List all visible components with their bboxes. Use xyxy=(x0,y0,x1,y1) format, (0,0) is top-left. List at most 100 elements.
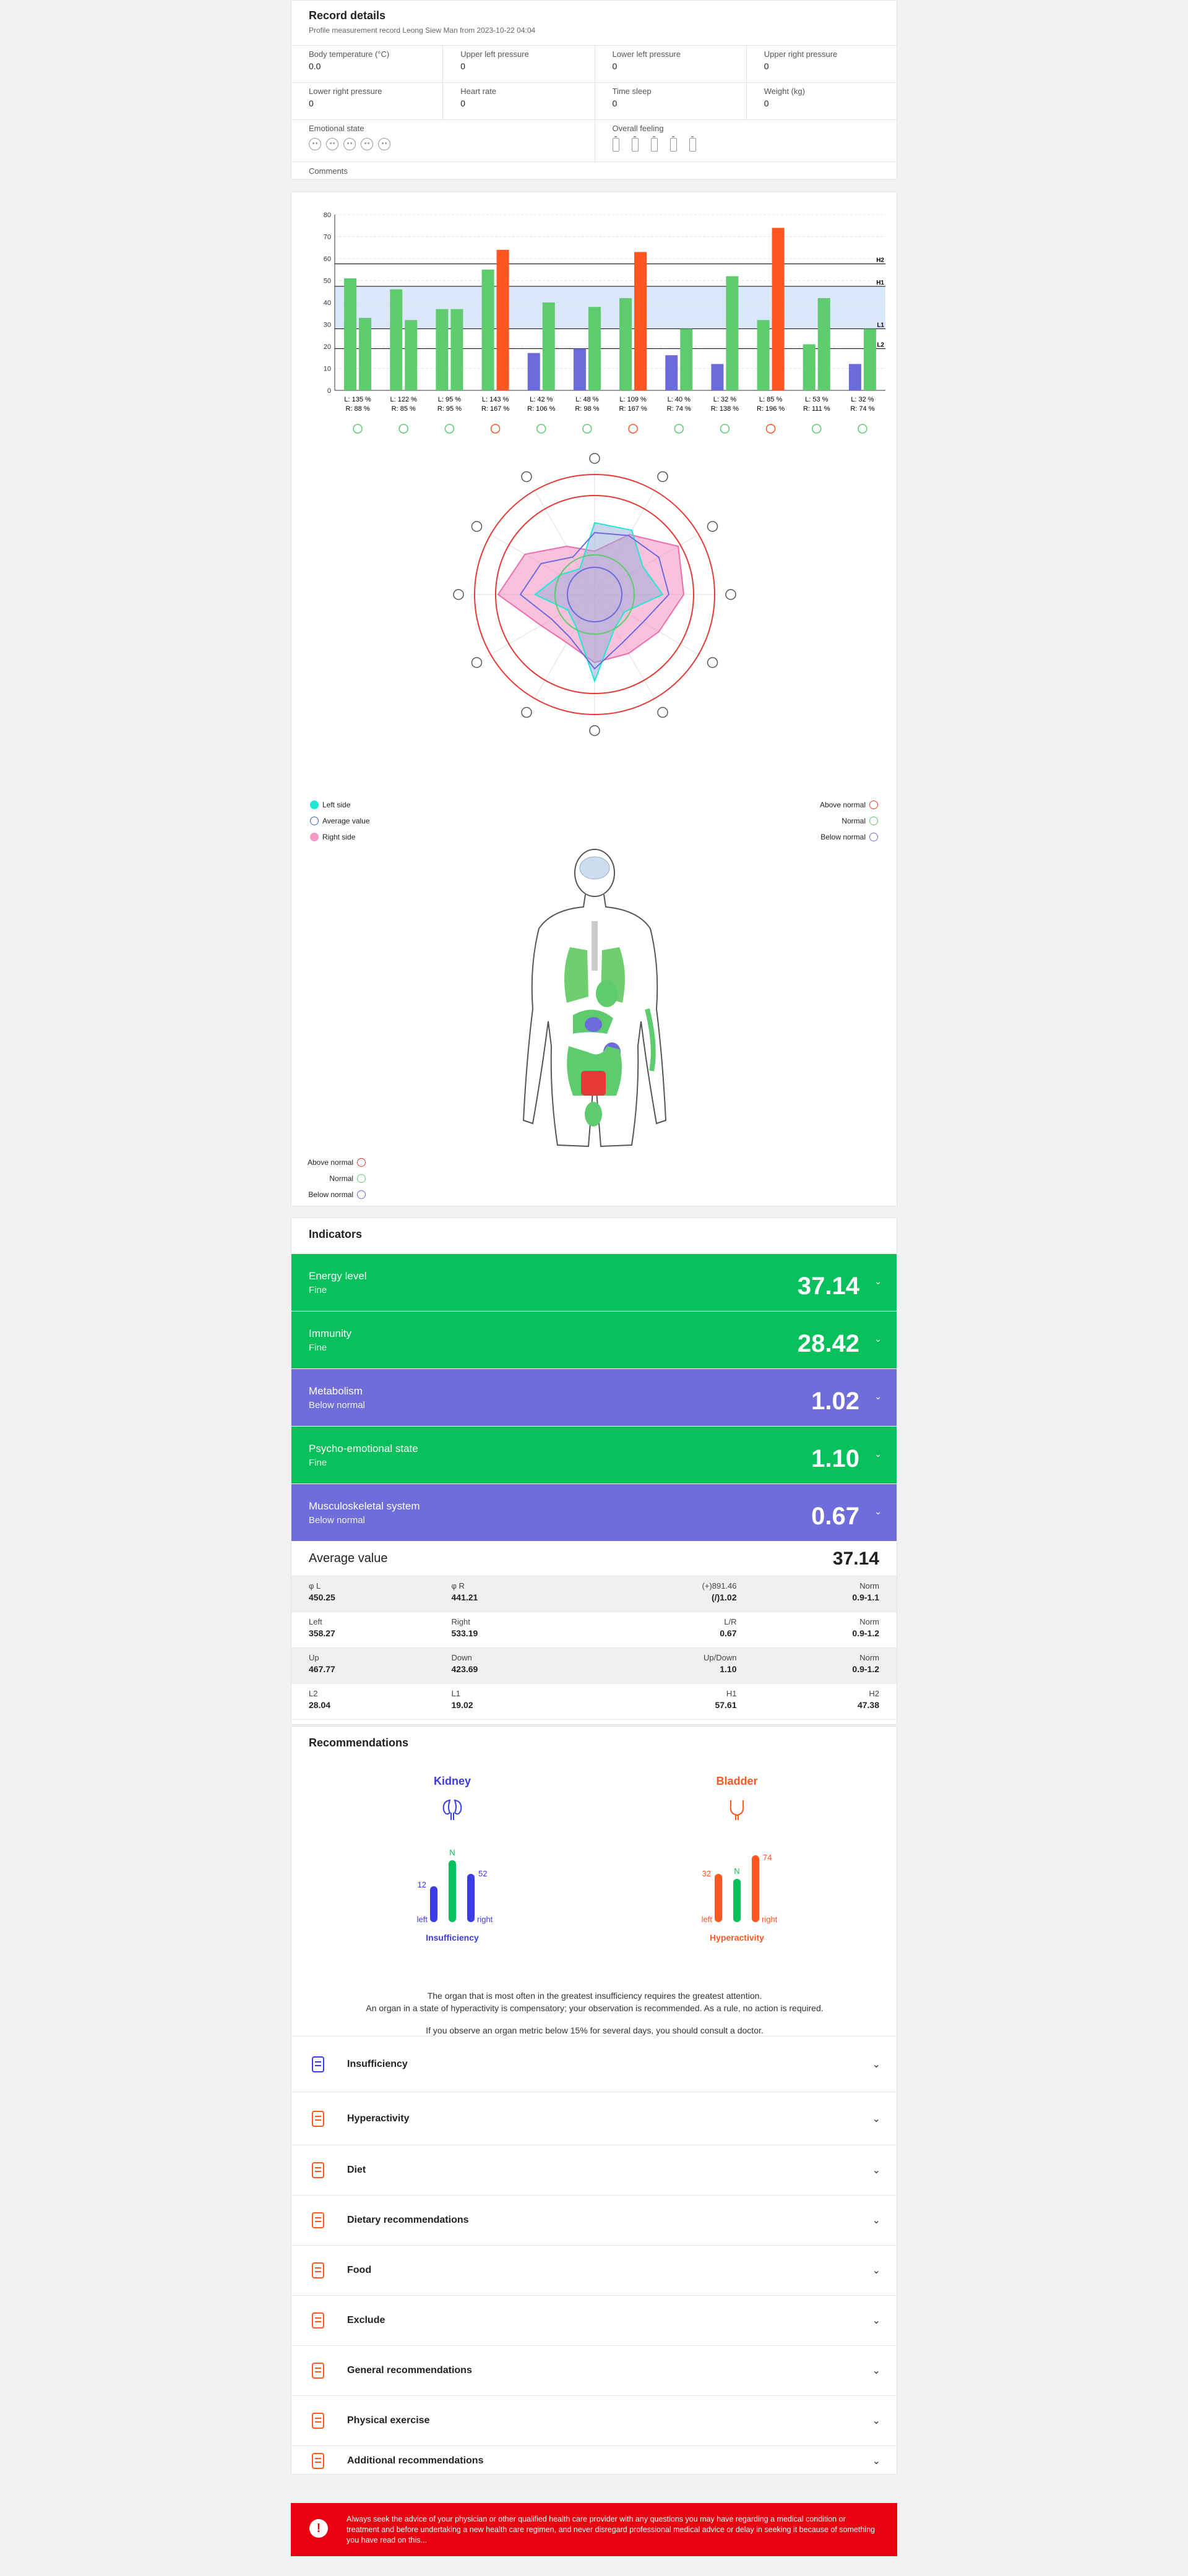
indicator-list: Energy level Fine 37.14 ⌄ Immunity Fine 28.42 ⌄… xyxy=(291,1254,897,1541)
accordion-additional-recommendations[interactable]: Additional recommendations ⌄ xyxy=(291,2445,898,2475)
metric-value: 0.9-1.1 xyxy=(852,1592,879,1602)
metric-cell: Left 358.27 xyxy=(309,1617,452,1642)
accordion-food[interactable]: Food ⌄ xyxy=(291,2245,898,2295)
chevron-down-icon[interactable]: ⌄ xyxy=(872,2265,880,2276)
organ-icon xyxy=(812,424,822,434)
battery-level-4-icon[interactable] xyxy=(669,136,677,152)
kidney-left-value: 12 xyxy=(418,1880,426,1889)
field-overall-feeling: Overall feeling xyxy=(595,120,898,162)
x-label-right: R: 167 % xyxy=(619,405,647,413)
y-tick-label: 0 xyxy=(327,387,331,395)
battery-level-3-icon[interactable] xyxy=(650,136,658,152)
kidney-name: Kidney xyxy=(433,1775,471,1787)
bar-right-0 xyxy=(359,317,372,390)
metric-label: φ R xyxy=(451,1581,465,1591)
heart-organ xyxy=(596,980,618,1007)
chevron-down-icon[interactable]: ⌄ xyxy=(872,2165,880,2176)
metric-value: 28.04 xyxy=(309,1700,331,1710)
chevron-down-icon[interactable]: ⌄ xyxy=(872,2316,880,2326)
general-recommendations-icon xyxy=(312,2363,324,2379)
bladder-right-label: right xyxy=(762,1915,778,1924)
indicator-value: 28.42 xyxy=(797,1330,859,1357)
lower-organ xyxy=(585,1102,602,1127)
emotion-good-icon[interactable] xyxy=(361,138,373,150)
indicator-metabolism[interactable]: Metabolism Below normal 1.02 ⌄ xyxy=(291,1369,897,1426)
indicator-immunity[interactable]: Immunity Fine 28.42 ⌄ xyxy=(291,1312,897,1368)
x-label-right: R: 85 % xyxy=(392,405,416,413)
metric-cell: L1 19.02 xyxy=(452,1689,595,1714)
kidney-left-bar xyxy=(430,1886,437,1922)
battery-level-2-icon[interactable] xyxy=(631,136,639,152)
body-legend-normal: Normal xyxy=(329,1174,354,1183)
chevron-down-icon[interactable]: ⌄ xyxy=(872,2113,880,2124)
metric-value: 19.02 xyxy=(451,1700,473,1710)
emotion-very-bad-icon[interactable] xyxy=(309,138,321,150)
chevron-down-icon[interactable]: ⌄ xyxy=(874,1391,882,1401)
emotion-neutral-icon[interactable] xyxy=(343,138,356,150)
physical-exercise-icon xyxy=(312,2413,324,2429)
indicator-name: Energy level xyxy=(309,1270,367,1282)
body-organ-map xyxy=(522,849,667,1148)
body-legend-above: Above normal xyxy=(308,1158,354,1167)
metric-cell: H2 47.38 xyxy=(737,1689,879,1714)
y-tick-label: 30 xyxy=(324,322,331,329)
metric-label: (+)891.46 xyxy=(702,1581,737,1591)
organ-icon xyxy=(353,424,363,434)
battery-level-1-icon[interactable] xyxy=(612,136,619,152)
indicator-energy-level[interactable]: Energy level Fine 37.14 ⌄ xyxy=(291,1254,897,1311)
indicators-card: Indicators Energy level Fine 37.14 ⌄ Immunit… xyxy=(291,1217,897,1725)
radar-ring xyxy=(567,567,622,622)
charts-card: 0 10 20 30 40 50 60 70 80 H2 H1 L1 L2 L: 135 % R: 88 %… xyxy=(291,192,897,1206)
chevron-down-icon[interactable]: ⌄ xyxy=(872,2455,880,2467)
accordion-dietary-recommendations[interactable]: Dietary recommendations ⌄ xyxy=(291,2195,898,2245)
metric-value: 533.19 xyxy=(451,1628,478,1638)
x-label-left: L: 32 % xyxy=(713,396,737,403)
chevron-down-icon[interactable]: ⌄ xyxy=(874,1334,882,1344)
metric-cell: Norm 0.9-1.1 xyxy=(737,1581,879,1607)
chevron-down-icon[interactable]: ⌄ xyxy=(874,1506,882,1516)
bar-left-4 xyxy=(527,353,540,390)
field-body-temperature: Body temperature (°C) 0.0 xyxy=(291,46,444,83)
record-title: Record details xyxy=(309,9,386,22)
bar-left-0 xyxy=(344,278,357,390)
accordion-insufficiency[interactable]: Insufficiency ⌄ xyxy=(291,2036,898,2092)
kidney-right-value: 52 xyxy=(478,1869,487,1878)
x-label-left: L: 42 % xyxy=(530,396,553,403)
y-tick-label: 20 xyxy=(324,343,331,351)
metric-cell: (+)891.46 (/)1.02 xyxy=(594,1581,737,1607)
metric-cell: φ L 450.25 xyxy=(309,1581,452,1607)
emotion-bad-icon[interactable] xyxy=(326,138,338,150)
metric-value: 467.77 xyxy=(309,1664,335,1674)
metric-value: 358.27 xyxy=(309,1628,335,1638)
chevron-down-icon[interactable]: ⌄ xyxy=(874,1276,882,1286)
metric-cell: H1 57.61 xyxy=(594,1689,736,1714)
stomach-organ xyxy=(585,1017,602,1032)
emotion-very-good-icon[interactable] xyxy=(378,138,390,150)
chevron-down-icon[interactable]: ⌄ xyxy=(872,2059,880,2070)
body-normal-swatch xyxy=(357,1174,366,1183)
organ-icon xyxy=(398,424,408,434)
accordion-physical-exercise[interactable]: Physical exercise ⌄ xyxy=(291,2395,898,2445)
chevron-down-icon[interactable]: ⌄ xyxy=(872,2215,880,2226)
accordion-exclude[interactable]: Exclude ⌄ xyxy=(291,2295,898,2345)
metric-value: 0.67 xyxy=(720,1628,737,1638)
accordion-title: Food xyxy=(347,2265,372,2275)
chevron-down-icon[interactable]: ⌄ xyxy=(872,2416,880,2426)
chevron-down-icon[interactable]: ⌄ xyxy=(872,2366,880,2376)
accordion-general-recommendations[interactable]: General recommendations ⌄ xyxy=(291,2345,898,2395)
accordion-diet[interactable]: Diet ⌄ xyxy=(291,2145,898,2195)
x-label-left: L: 95 % xyxy=(438,396,462,403)
accordion-hyperactivity[interactable]: Hyperactivity ⌄ xyxy=(291,2092,898,2145)
field-lower-left-pressure: Lower left pressure 0 xyxy=(595,46,747,83)
chevron-down-icon[interactable]: ⌄ xyxy=(874,1449,882,1459)
reference-label-l2: L2 xyxy=(877,341,884,348)
above-swatch xyxy=(869,801,878,809)
bladder-organ xyxy=(581,1071,606,1096)
legend-normal: Normal xyxy=(842,817,866,825)
indicator-musculoskeletal-system[interactable]: Musculoskeletal system Below normal 0.67 ⌄ xyxy=(291,1484,897,1541)
radar-organ-icon xyxy=(589,725,600,736)
x-label-left: L: 122 % xyxy=(390,396,418,403)
indicator-psycho-emotional-state[interactable]: Psycho-emotional state Fine 1.10 ⌄ xyxy=(291,1427,897,1483)
body-legend-below: Below normal xyxy=(308,1190,354,1199)
battery-level-5-icon[interactable] xyxy=(689,136,696,152)
